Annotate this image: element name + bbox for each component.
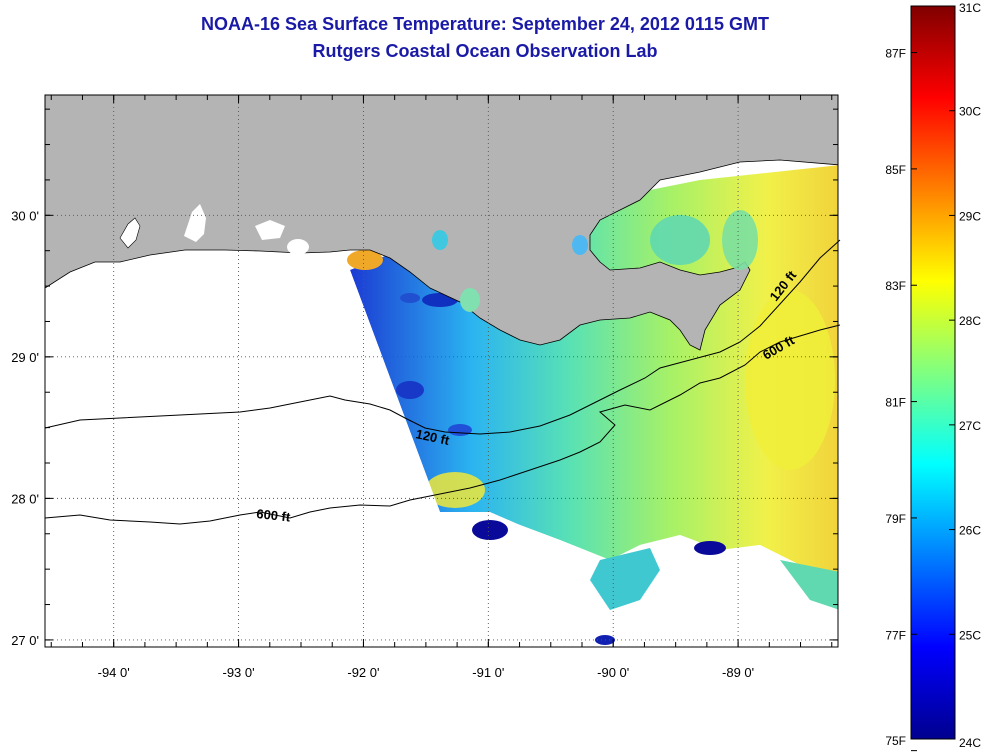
colorbar-label-celsius: 29C xyxy=(959,209,981,223)
lat-tick-label: 27 0' xyxy=(11,633,39,648)
lon-tick-label: -94 0' xyxy=(98,665,130,680)
swath-edge-mask xyxy=(45,270,440,512)
warm-patch xyxy=(347,250,383,270)
cloud-mask xyxy=(45,512,838,647)
lake xyxy=(255,220,285,240)
colorbar-label-celsius: 31C xyxy=(959,1,981,15)
contour-120ft-west xyxy=(44,239,841,435)
colorbar-label-fahrenheit: 77F xyxy=(885,628,906,642)
lon-tick-label: -93 0' xyxy=(223,665,255,680)
colorbar-label-fahrenheit: 83F xyxy=(885,279,906,293)
cool-patch xyxy=(472,520,508,540)
lon-tick-label: -90 0' xyxy=(597,665,629,680)
cool-patch xyxy=(448,424,472,436)
lake xyxy=(432,230,448,250)
cool-patch xyxy=(694,541,726,555)
lat-tick-label: 29 0' xyxy=(11,350,39,365)
sst-swath-tail xyxy=(590,548,660,610)
colorbar-label-celsius: 28C xyxy=(959,314,981,328)
lake xyxy=(460,288,480,312)
lake xyxy=(287,239,309,255)
colorbar xyxy=(910,5,956,740)
grid xyxy=(45,95,838,647)
colorbar-label-fahrenheit: 85F xyxy=(885,163,906,177)
warm-patch xyxy=(745,290,835,470)
cool-patch xyxy=(400,293,420,303)
cool-patch xyxy=(396,381,424,399)
lat-tick-label: 28 0' xyxy=(11,491,39,506)
lat-tick-label: 30 0' xyxy=(11,208,39,223)
plot-frame xyxy=(44,94,839,648)
contour-600ft xyxy=(44,324,841,525)
colorbar-label-fahrenheit: 79F xyxy=(885,512,906,526)
colorbar-label-celsius: 26C xyxy=(959,524,981,538)
colorbar-label-fahrenheit: 87F xyxy=(885,47,906,61)
lake xyxy=(184,204,206,242)
lon-tick-label: -89 0' xyxy=(722,665,754,680)
map-subtitle: Rutgers Coastal Ocean Observation Lab xyxy=(312,41,658,61)
lake xyxy=(119,217,141,249)
colorbar-label-celsius: 30C xyxy=(959,105,981,119)
lon-tick-label: -91 0' xyxy=(472,665,504,680)
colorbar-label-celsius: 27C xyxy=(959,419,981,433)
lon-tick-label: -92 0' xyxy=(347,665,379,680)
lake xyxy=(572,235,588,255)
warm-patch xyxy=(425,472,485,508)
colorbar-label-celsius: 25C xyxy=(959,628,981,642)
sst-swath-tail xyxy=(780,560,838,610)
colorbar-label-fahrenheit: 75F xyxy=(885,734,906,748)
marsh xyxy=(722,210,758,270)
marsh xyxy=(650,215,710,265)
colorbar-label-celsius: 24C xyxy=(959,736,981,750)
contour-label: 600 ft xyxy=(256,506,292,525)
map-title: NOAA-16 Sea Surface Temperature: Septemb… xyxy=(201,14,769,34)
colorbar-label-fahrenheit: 81F xyxy=(885,396,906,410)
contour-label: 120 ft xyxy=(414,426,451,448)
